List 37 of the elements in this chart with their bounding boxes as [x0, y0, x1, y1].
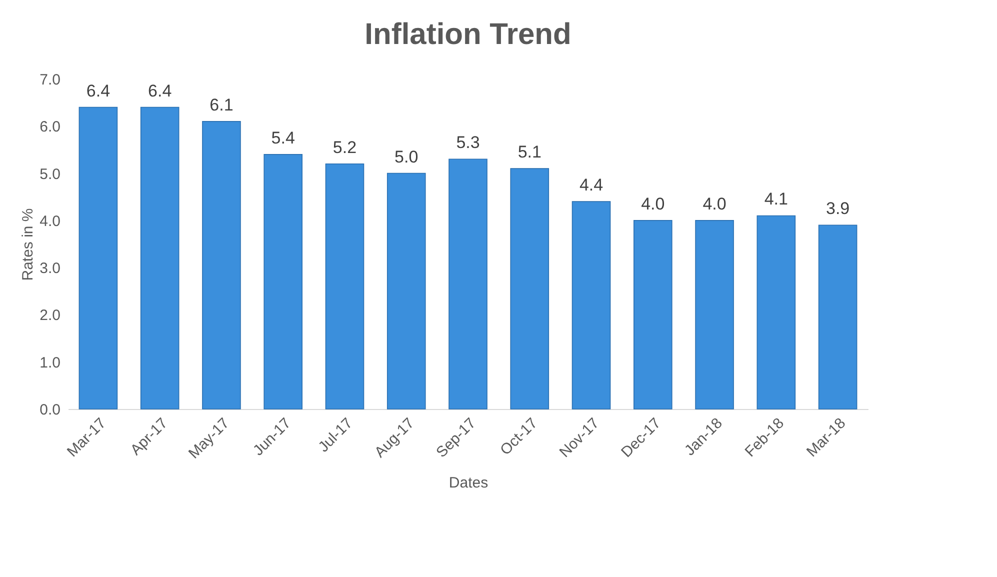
- data-label: 5.2: [332, 138, 357, 157]
- bar: [264, 154, 302, 410]
- y-tick-label: 2.0: [40, 307, 60, 324]
- y-tick-label: 6.0: [40, 118, 60, 136]
- data-label: 3.9: [826, 199, 850, 218]
- x-axis-title: Dates: [448, 474, 488, 492]
- data-label: 5.0: [394, 147, 418, 166]
- y-tick-label: 3.0: [40, 260, 60, 278]
- bar: [202, 121, 241, 410]
- data-label: 5.4: [271, 128, 295, 148]
- data-label: 4.0: [702, 194, 726, 214]
- data-label: 4.0: [641, 194, 665, 214]
- y-tick-label: 1.0: [40, 354, 60, 372]
- y-tick-label: 5.0: [40, 166, 60, 183]
- bar: [634, 220, 672, 410]
- bar: [756, 215, 796, 410]
- data-label: 5.1: [518, 142, 542, 162]
- bar: [386, 172, 426, 410]
- bar: [140, 106, 180, 410]
- data-label: 6.1: [210, 95, 234, 114]
- bar: [695, 220, 734, 410]
- data-label: 6.4: [148, 81, 172, 100]
- y-tick-label: 7.0: [40, 72, 60, 88]
- bar: [818, 224, 858, 410]
- chart-title: Inflation Trend: [364, 18, 572, 51]
- bar: [448, 158, 488, 410]
- bar: [78, 106, 118, 410]
- data-label: 4.1: [764, 190, 788, 209]
- data-label: 6.4: [86, 81, 110, 100]
- y-tick-label: 4.0: [40, 212, 60, 230]
- data-label: 5.3: [456, 133, 480, 152]
- data-label: 4.4: [579, 176, 604, 195]
- bar: [572, 201, 611, 410]
- y-tick-label: 0.0: [40, 402, 60, 418]
- y-axis-title: Rates in %: [20, 208, 37, 281]
- bar: [510, 168, 550, 410]
- bar: [325, 163, 364, 410]
